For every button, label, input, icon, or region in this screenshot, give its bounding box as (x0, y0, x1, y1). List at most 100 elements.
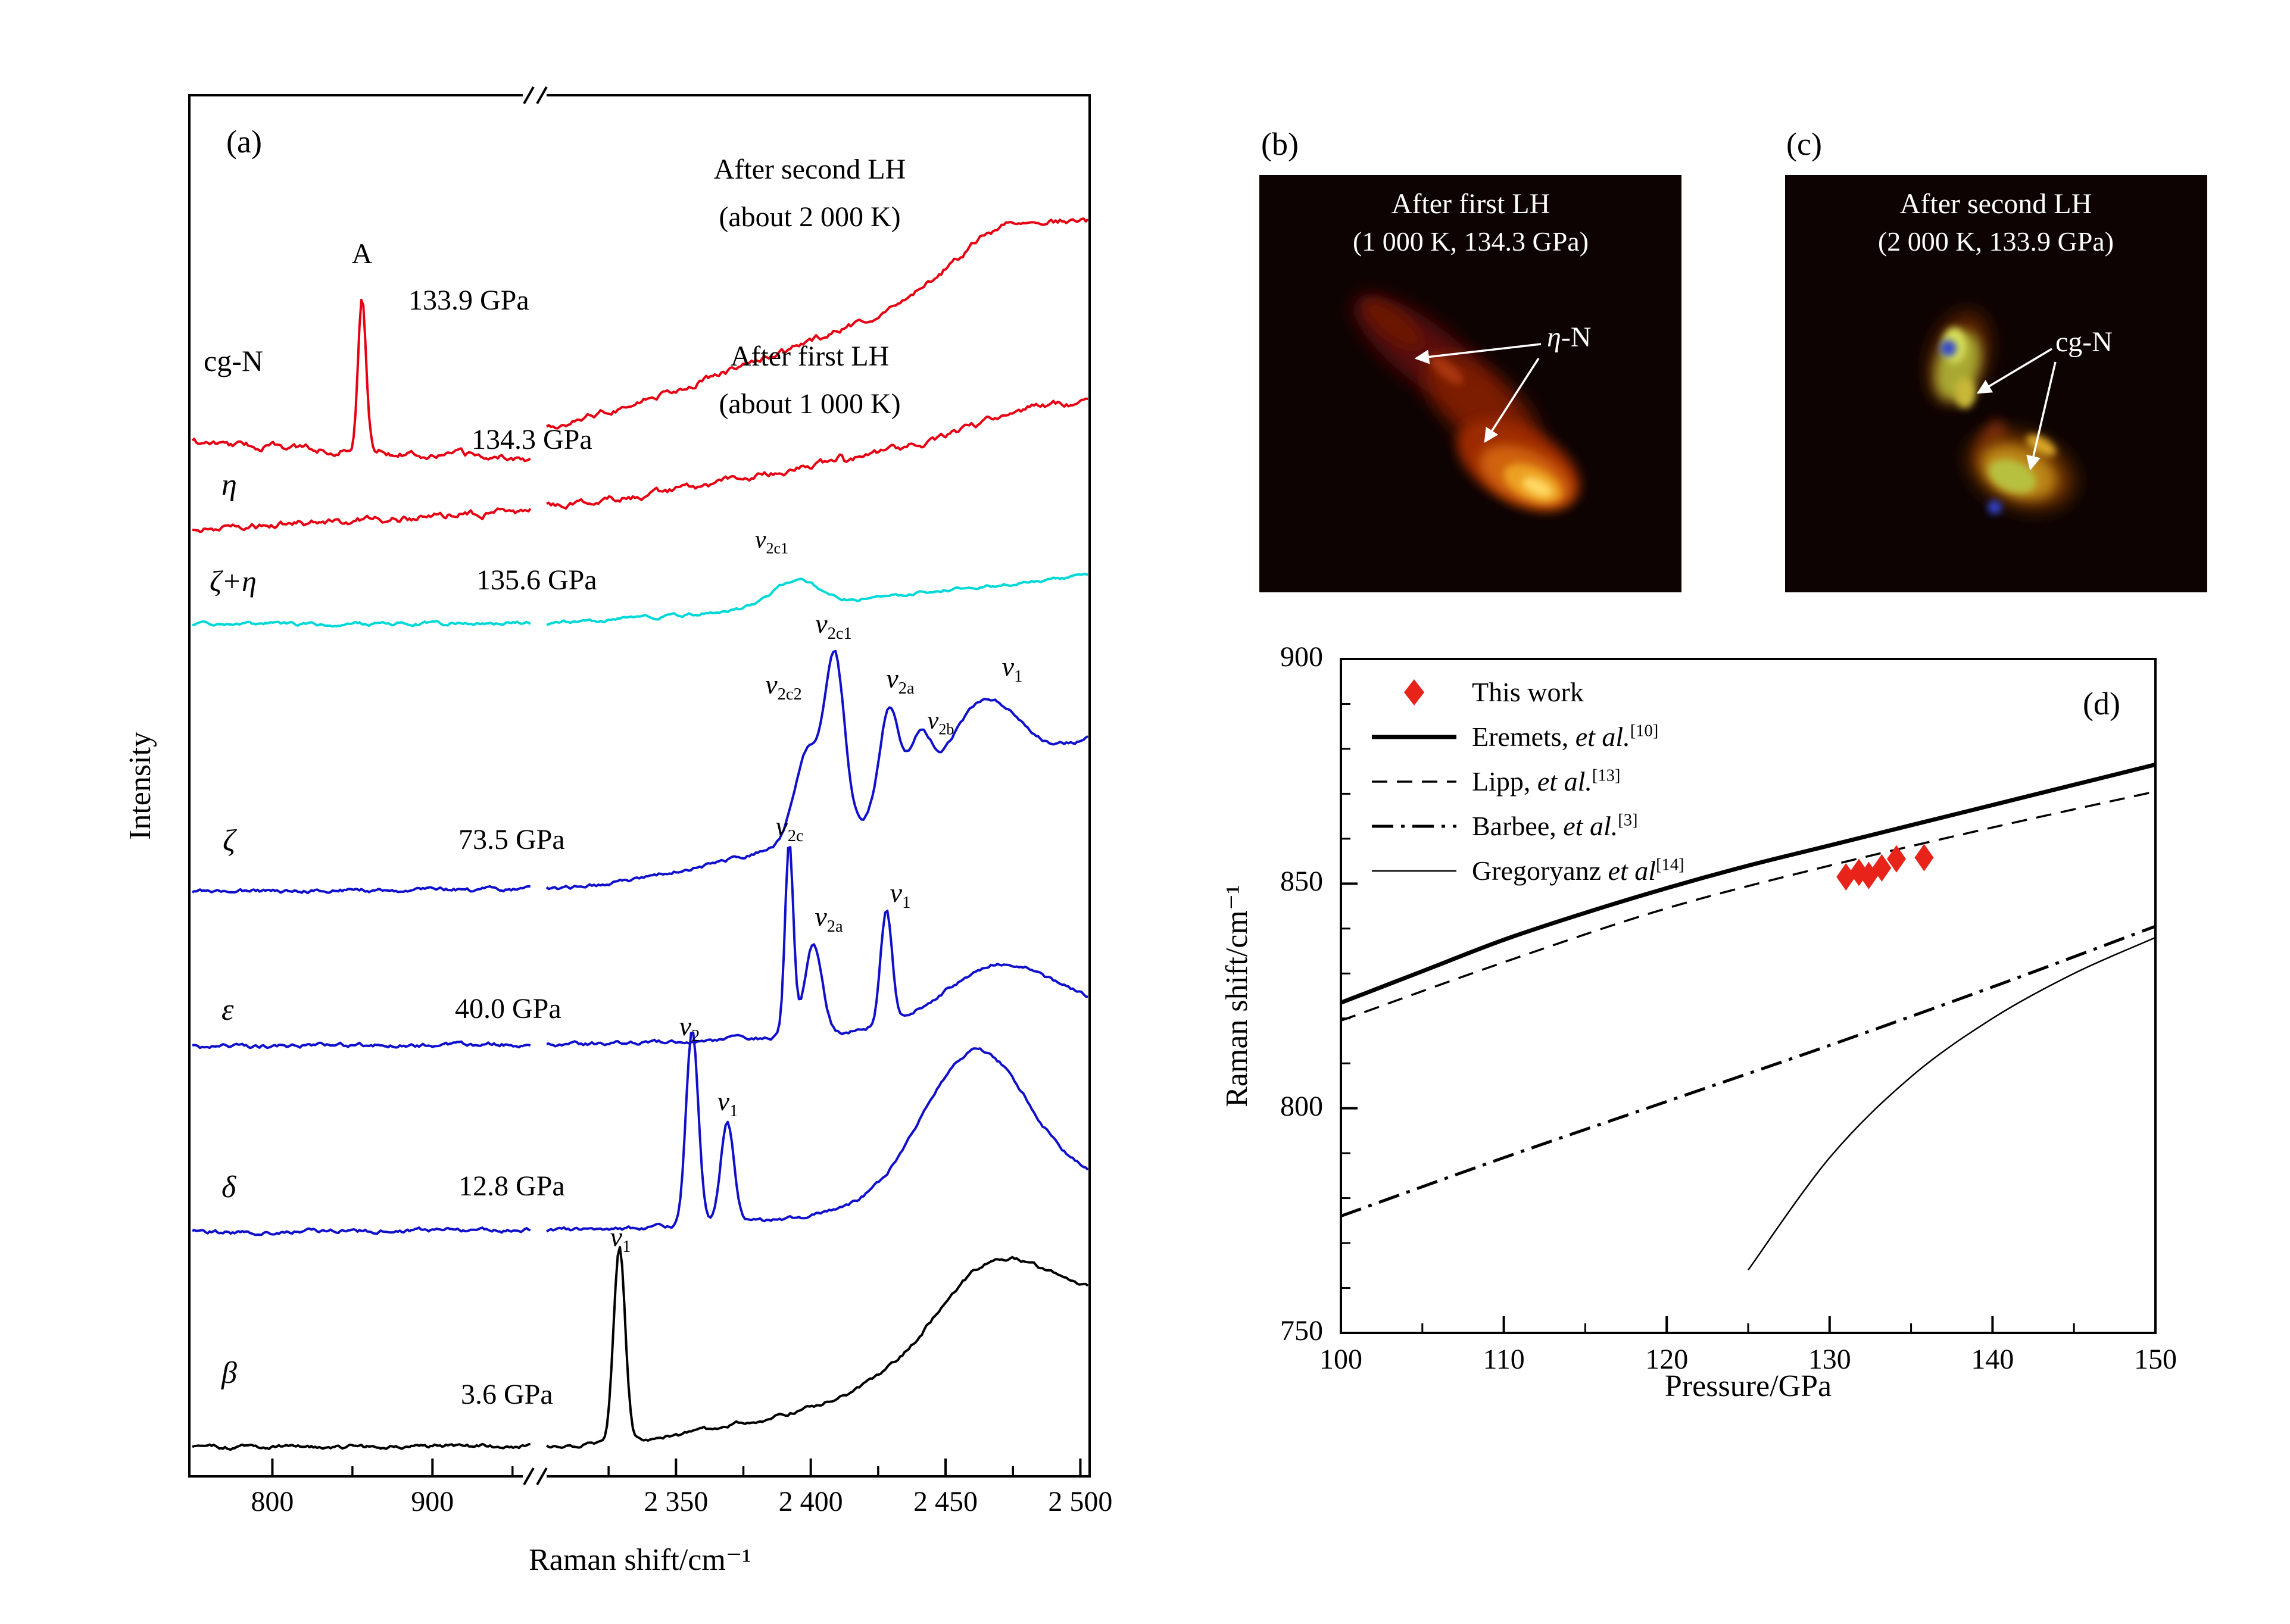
series-barbee (1340, 925, 2156, 1218)
panel-d-xlabel: Pressure/GPa (1664, 1369, 1832, 1403)
panel-a-xtick-800: 800 (251, 1486, 294, 1517)
legend-item-eremets-: Eremets, et al.[10] (1369, 721, 1684, 752)
panel-a-ann-ph-zeta: ζ (223, 824, 236, 858)
panel-a-xtick-900: 900 (411, 1486, 454, 1517)
legend-label: This work (1472, 677, 1584, 707)
spectrum-eta-left (192, 507, 532, 533)
legend-label: Eremets, et al.[10] (1472, 722, 1659, 752)
panel-a-xtick-2500: 2 500 (1048, 1486, 1113, 1517)
legend-item-gregoryanz: Gregoryanz et al[14] (1369, 855, 1684, 886)
this-work-point (1887, 845, 1906, 873)
panel-a-ann-nu1-d: ν1 (717, 1086, 738, 1121)
panel-a-ann-nu1-e: ν1 (890, 877, 911, 913)
panel-b-title-line2: (1 000 K, 134.3 GPa) (1352, 226, 1589, 257)
axis-break-mark (523, 1467, 535, 1485)
legend-item-lipp-: Lipp, et al.[13] (1369, 766, 1684, 797)
legend-item-this-work: This work (1369, 676, 1684, 708)
panel-a-ann-p-128: 12.8 GPa (458, 1170, 565, 1202)
panel-d-xtick-120: 120 (1645, 1344, 1689, 1375)
spectrum-epsilon-left (192, 1040, 531, 1050)
spectrum-cg-N-left (191, 298, 531, 463)
panel-b-letter: (b) (1261, 126, 1299, 162)
panel-a-xlabel: Raman shift/cm⁻¹ (529, 1543, 751, 1577)
this-work-point (1914, 844, 1934, 872)
panel-b-annotation-rest: -N (1561, 321, 1592, 353)
panel-a-ann-ph-eta: η (221, 468, 237, 502)
panel-a-ann-ph-beta: β (221, 1356, 237, 1390)
panel-a-ann-nu2c-e: ν2c (775, 811, 804, 846)
panel-c-title-line2: (2 000 K, 133.9 GPa) (1877, 226, 2114, 257)
axis-break-mark (536, 86, 548, 104)
panel-d-xtick-150: 150 (2134, 1344, 2177, 1375)
panel-c-arrows (1976, 348, 2057, 471)
legend-label: Lipp, et al.[13] (1472, 766, 1621, 797)
panel-a-ann-after2-1: After second LH (713, 154, 906, 185)
spectrum-zeta-eta-left (192, 620, 531, 628)
legend-marker-thick-solid (1372, 735, 1456, 739)
panel-a-ann-nu2a-z: ν2a (886, 663, 915, 698)
panel-a-ann-a: (a) (226, 124, 262, 160)
legend-marker-thin-solid (1372, 870, 1456, 872)
cg-n-arrow-2 (2026, 361, 2057, 471)
cg-n-arrow-1 (1976, 348, 2052, 394)
panel-a-ann-nu2c1-cyan: ν2c1 (754, 526, 789, 557)
panel-d-xtick-140: 140 (1971, 1344, 2014, 1375)
panel-a-ann-after2-2: (about 2 000 K) (719, 201, 901, 233)
panel-a-ann-p-400: 40.0 GPa (455, 993, 561, 1025)
panel-b-photo (1259, 175, 1681, 592)
panel-a-ann-nu1-z: ν1 (1002, 651, 1023, 686)
panel-a-ann-nu2c1-z: ν2c1 (815, 608, 852, 644)
panel-d-xtick-130: 130 (1808, 1344, 1851, 1375)
panel-a-ann-nu2c2-z: ν2c2 (765, 669, 802, 704)
panel-a-xtick-2450: 2 450 (913, 1486, 978, 1517)
panel-a-ann-p-1339: 133.9 GPa (408, 285, 529, 316)
panel-c-annotation: cg-N (2055, 326, 2113, 358)
panel-d-ytick-900: 900 (1280, 641, 1323, 673)
panel-a-ann-p-36: 3.6 GPa (461, 1379, 553, 1410)
panel-a-xtick-2400: 2 400 (778, 1486, 843, 1517)
spectrum-zeta-eta (546, 573, 1088, 626)
spectrum-delta (545, 1032, 1089, 1233)
legend-item-barbee-: Barbee, et al.[3] (1369, 810, 1684, 842)
series-eremets (1340, 762, 2156, 1005)
panel-a-ann-p-1356: 135.6 GPa (476, 564, 597, 596)
panel-d-ytick-850: 850 (1280, 866, 1323, 898)
panel-a-ann-after1-2: (about 1 000 K) (719, 388, 901, 420)
panel-c-annotation-rest: cg-N (2055, 326, 2113, 358)
legend-marker-dash-dot (1372, 825, 1456, 827)
panel-b-annotation: η-N (1547, 321, 1591, 354)
eta-n-arrow-2 (1484, 358, 1540, 444)
series-gregoryanz (1747, 936, 2156, 1271)
panel-a-ann-nu2a-e: ν2a (815, 901, 843, 936)
eta-n-arrow-1 (1414, 343, 1542, 364)
this-work-point (1836, 863, 1856, 891)
panel-d-plot (1340, 658, 2157, 1334)
panel-a-ann-ph-cgn: cg-N (204, 344, 263, 377)
this-work-point (1872, 854, 1892, 882)
panel-a-frame (188, 94, 1091, 1478)
axis-break-mark (536, 1467, 548, 1485)
panel-c-letter: (c) (1786, 126, 1822, 162)
series-lipp (1340, 790, 2156, 1022)
panel-d-xtick-100: 100 (1319, 1344, 1362, 1375)
spectrum-zeta (545, 649, 1089, 891)
spectrum-beta (545, 1246, 1089, 1449)
panel-c-title-line1: After second LH (1899, 188, 2092, 220)
panel-a-ann-peak-A: A (351, 238, 373, 270)
panel-a-ann-p-1343: 134.3 GPa (472, 424, 592, 455)
spectrum-eta (546, 397, 1088, 510)
panel-a-plot (188, 86, 1091, 1485)
panel-a-ann-p-735: 73.5 GPa (458, 824, 565, 855)
panel-a-ann-nu2-d: ν2 (679, 1011, 700, 1046)
spectrum-zeta-left (192, 885, 531, 894)
panel-d-letter: (d) (2083, 686, 2120, 722)
spectrum-delta-left (192, 1226, 531, 1236)
panel-c-background (1785, 175, 2207, 592)
legend-label: Gregoryanz et al[14] (1472, 855, 1684, 886)
legend-marker-dashed (1372, 780, 1456, 783)
axis-break-mark (523, 86, 535, 104)
panel-a-ann-ph-zeta-eta: ζ+η (210, 564, 257, 598)
panel-a-ylabel: Intensity (123, 732, 157, 840)
